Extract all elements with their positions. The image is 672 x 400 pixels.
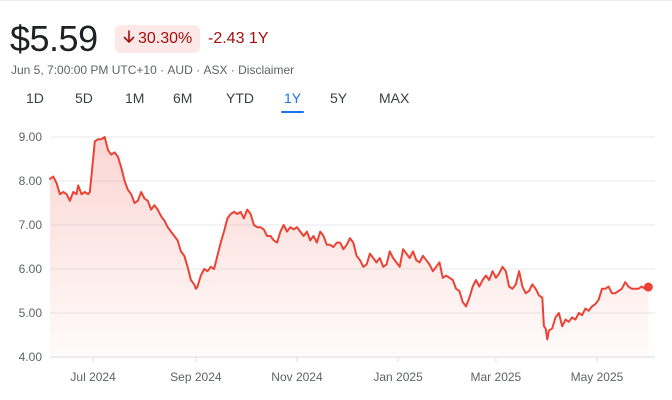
range-tabs: 1D 5D 1M 6M YTD 1Y 5Y MAX [0, 87, 672, 115]
price-line [49, 136, 650, 341]
tab-ytd[interactable]: YTD [226, 90, 254, 106]
meta-timestamp: Jun 5, 7:00:00 PM UTC+10 [11, 63, 157, 77]
current-price: $5.59 [10, 18, 98, 59]
meta-currency: AUD [167, 63, 193, 77]
meta-separator: · [192, 63, 204, 77]
price-meta: Jun 5, 7:00:00 PM UTC+10 · AUD · ASX · D… [11, 63, 294, 77]
x-tick-label: Mar 2025 [471, 370, 522, 384]
change-percent-value: 30.30% [138, 30, 193, 47]
meta-exchange: ASX [203, 63, 228, 77]
tab-5y[interactable]: 5Y [330, 90, 348, 106]
arrow-down-icon [123, 25, 135, 53]
meta-separator: · [156, 63, 168, 77]
meta-separator: · [227, 63, 239, 77]
x-tick-label: Sep 2024 [170, 370, 222, 384]
change-absolute: -2.43 1Y [208, 30, 269, 47]
y-tick-label: 8.00 [19, 174, 43, 188]
tab-5d[interactable]: 5D [75, 90, 93, 106]
disclaimer-link[interactable]: Disclaimer [238, 63, 295, 77]
y-tick-label: 6.00 [19, 262, 43, 276]
tab-max[interactable]: MAX [379, 90, 410, 106]
x-tick-label: May 2025 [571, 370, 624, 384]
tab-1d[interactable]: 1D [26, 90, 44, 106]
x-tick-label: Jul 2024 [70, 370, 116, 384]
tab-1y[interactable]: 1Y [280, 87, 305, 113]
x-tick-label: Jan 2025 [373, 370, 423, 384]
tab-1m[interactable]: 1M [125, 90, 145, 106]
y-tick-label: 4.00 [19, 350, 43, 364]
tab-6m[interactable]: 6M [173, 90, 193, 106]
top-divider [0, 0, 672, 1]
change-percent-badge: 30.30% [115, 25, 201, 53]
y-tick-label: 7.00 [19, 218, 43, 232]
y-tick-label: 9.00 [19, 130, 43, 144]
x-tick-label: Nov 2024 [271, 370, 323, 384]
last-price-dot [643, 282, 653, 292]
y-tick-label: 5.00 [19, 306, 43, 320]
price-area-fill [50, 137, 649, 357]
